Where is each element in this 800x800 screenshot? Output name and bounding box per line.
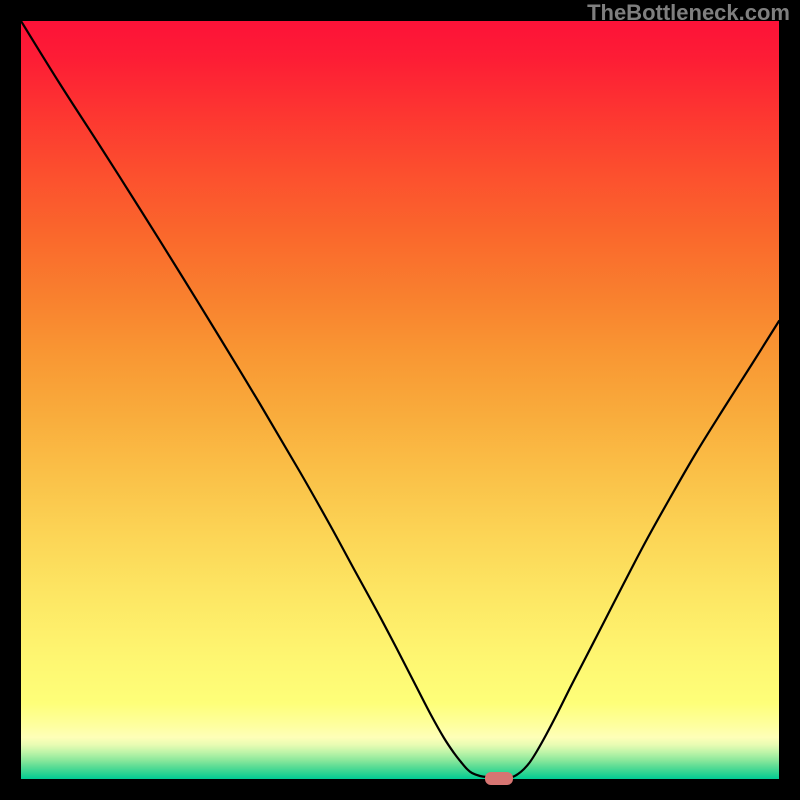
plot-frame bbox=[21, 21, 779, 779]
attribution-label: TheBottleneck.com bbox=[587, 0, 790, 26]
chart-container: TheBottleneck.com bbox=[0, 0, 800, 800]
curve-layer bbox=[21, 21, 779, 779]
v-curve bbox=[21, 21, 779, 777]
minimum-marker bbox=[485, 772, 513, 785]
